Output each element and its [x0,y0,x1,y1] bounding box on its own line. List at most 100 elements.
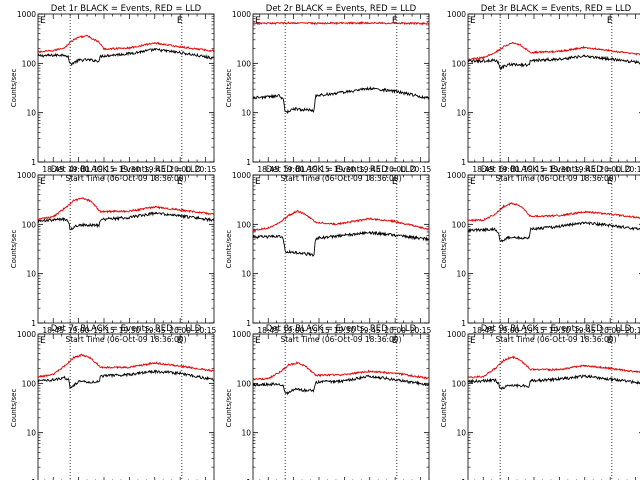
y-axis-label: Counts/sec [225,69,233,108]
x-tick-label: 19:45 [574,326,596,335]
y-tick-label: 100 [237,220,252,229]
lld-series-line [37,197,215,221]
panel-title: Det 6r BLACK = Events, RED = LLD [481,165,632,175]
detector-panel: Det 1r BLACK = Events, RED = LLD 1 10 100 10… [10,4,217,183]
detector-panel: Det 4r BLACK = Events, RED = LLD 1 10 100 10… [10,165,217,344]
panel-title: Det 7r BLACK = Events, RED = LLD [51,324,202,334]
detector-panel: Det 8r BLACK = Events, RED = LLD11010010… [225,324,430,484]
lld-series-line [252,360,429,381]
time-marker-label: E [177,336,183,346]
y-tick-label: 10 [241,109,251,118]
plot-frame [252,174,430,324]
corner-label: E [470,336,476,346]
x-axis-label: Start Time (06-Oct-09 18:36:00) [280,335,401,344]
lld-series-line [467,202,640,223]
y-tick-label: 1000 [447,171,466,180]
x-tick-label: 19:30 [334,165,356,174]
plot-frame [467,174,640,324]
y-tick-label: 100 [237,59,252,68]
y-tick-label: 10 [26,270,36,279]
events-series-line [252,86,430,115]
events-series-line [467,54,640,71]
x-tick-label: 19:15 [308,326,330,335]
detector-panel: Det 6r BLACK = Events, RED = LLD 1 10 100 10… [440,165,640,344]
y-tick-label: 1000 [447,10,466,19]
lld-series-line [252,210,430,232]
detector-panel: Det 3r BLACK = Events, RED = LLD 1 10 100 10… [440,4,640,183]
x-tick-label: 20:15 [195,165,217,174]
time-marker-label: E [392,177,398,187]
y-tick-label: 10 [456,429,466,438]
x-tick-label: 19:15 [523,165,545,174]
detector-panel: Det 9r BLACK = Events, RED = LLD11010010… [440,324,640,484]
y-tick-label: 10 [456,109,466,118]
time-marker-label: E [607,336,613,346]
x-tick-label: 19:30 [334,326,356,335]
corner-label: E [255,336,261,346]
x-tick-label: 19:00 [283,165,305,174]
x-axis-label: Start Time (06-Oct-09 18:36:00) [495,174,616,183]
x-tick-label: 18:45 [42,165,64,174]
lld-series-line [467,355,640,379]
corner-label: E [255,177,261,187]
panel-title: Det 5r BLACK = Events, RED = LLD [266,165,417,175]
lld-series-line [37,353,215,379]
x-tick-label: 19:00 [283,326,305,335]
events-series-line [37,211,215,231]
x-tick-label: 18:45 [472,326,494,335]
y-tick-label: 1 [31,158,36,167]
events-series-line [252,374,430,396]
plot-frame [37,174,215,324]
y-axis-label: Counts/sec [440,69,448,108]
events-series-line [467,221,640,243]
x-tick-label: 20:15 [410,326,432,335]
y-tick-label: 1 [246,158,251,167]
lld-series-line [37,34,215,54]
events-series-line [37,47,215,67]
events-series-line [37,369,215,389]
y-tick-label: 1 [31,319,36,328]
x-axis-label: Start Time (06-Oct-09 18:36:00) [495,335,616,344]
time-marker-label: E [607,16,613,26]
y-tick-label: 1000 [447,330,466,339]
x-tick-label: 20:00 [384,326,406,335]
events-series-line [467,374,640,391]
corner-label: E [40,16,46,26]
y-tick-label: 100 [452,379,467,388]
x-tick-label: 20:15 [195,326,217,335]
x-tick-label: 20:00 [169,326,191,335]
corner-label: E [40,177,46,187]
x-tick-label: 19:45 [574,165,596,174]
x-tick-label: 19:30 [119,326,141,335]
y-tick-label: 1000 [17,10,36,19]
y-tick-label: 10 [26,109,36,118]
x-axis-label: Start Time (06-Oct-09 18:36:00) [280,174,401,183]
plot-frame [37,13,215,163]
events-series-line [252,230,430,257]
y-tick-label: 100 [22,220,37,229]
x-tick-label: 19:30 [119,165,141,174]
y-tick-label: 1 [461,158,466,167]
detector-panel: Det 7r BLACK = Events, RED = LLD11010010… [10,324,215,484]
y-tick-label: 10 [456,270,466,279]
y-axis-label: Counts/sec [225,230,233,269]
lld-series-line [467,41,640,61]
y-tick-label: 10 [26,429,36,438]
x-tick-label: 18:45 [257,165,279,174]
y-tick-label: 100 [22,59,37,68]
time-marker-label: E [392,336,398,346]
time-marker-label: E [177,16,183,26]
x-axis-label: Start Time (06-Oct-09 18:36:00) [65,174,186,183]
plot-frame [467,13,640,163]
y-tick-label: 10 [241,270,251,279]
y-tick-label: 1000 [232,10,251,19]
plot-frame [252,333,430,483]
plot-frame [252,13,430,163]
corner-label: E [40,336,46,346]
x-tick-label: 19:15 [308,165,330,174]
x-tick-label: 19:15 [93,326,115,335]
y-tick-label: 10 [241,429,251,438]
y-axis-label: Counts/sec [440,230,448,269]
